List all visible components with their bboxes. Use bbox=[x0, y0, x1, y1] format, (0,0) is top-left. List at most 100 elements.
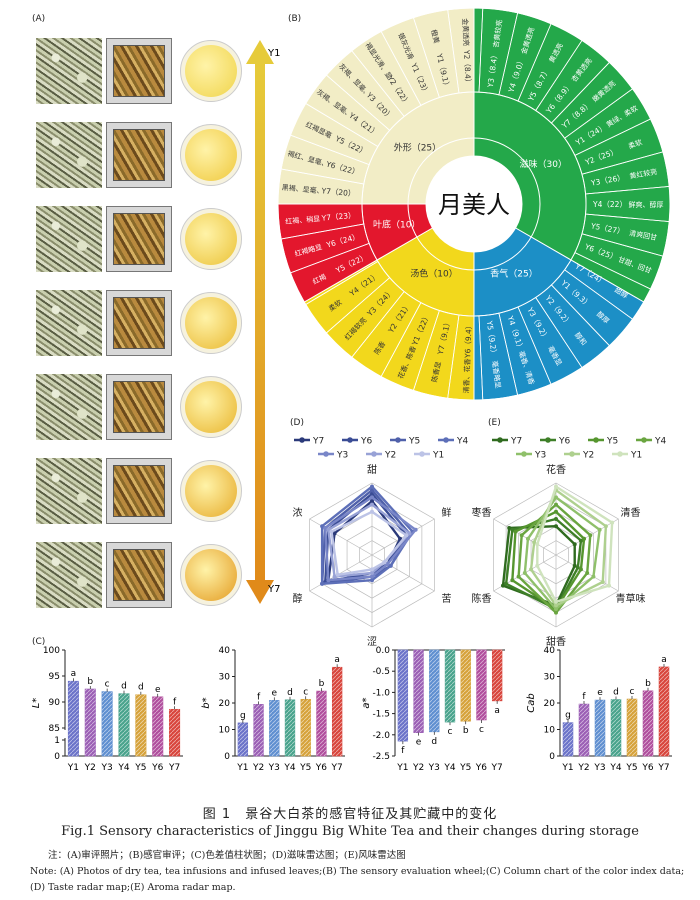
bar-chart-tick-label: 0 bbox=[54, 752, 60, 762]
aroma-radar-data-point bbox=[572, 542, 577, 547]
taste-radar-data-point bbox=[370, 495, 374, 500]
arrow-bottom-label: Y7 bbox=[267, 584, 280, 595]
taste-radar-data-point bbox=[320, 524, 325, 529]
aroma-radar-data-point bbox=[554, 610, 558, 615]
bar-hatch bbox=[85, 689, 96, 756]
dry-tea-photo bbox=[36, 206, 102, 272]
panel-label-c: (C) bbox=[32, 637, 46, 647]
figure-note-en-2: (D) Taste radar map;(E) Aroma radar map. bbox=[30, 882, 236, 893]
wheel-score-label: Y4（22） bbox=[592, 200, 627, 209]
aroma-radar-data-point bbox=[610, 520, 615, 525]
taste-radar-legend-marker bbox=[323, 451, 329, 457]
taste-radar-axis-label: 醇 bbox=[293, 592, 303, 605]
bar-hatch bbox=[659, 666, 669, 756]
bar-category-label: Y4 bbox=[609, 763, 621, 773]
bar-hatch bbox=[563, 722, 573, 756]
aroma-radar-data-point bbox=[554, 524, 558, 529]
aroma-radar-data-point bbox=[525, 536, 530, 541]
wheel-descriptor-label: 黑褐、显毫、 bbox=[281, 183, 324, 196]
storage-arrow: Y1 Y7 bbox=[246, 40, 280, 604]
bar-chart-tick-label: -1.5 bbox=[372, 710, 390, 720]
tea-infusion-cup bbox=[180, 544, 242, 606]
aroma-radar-data-point bbox=[535, 563, 540, 568]
bar-category-label: Y5 bbox=[625, 763, 637, 773]
bar-category-label: Y1 bbox=[67, 763, 79, 773]
aroma-radar-legend-label: Y7 bbox=[510, 437, 522, 447]
tea-infusion-liquid bbox=[185, 213, 237, 265]
taste-radar-legend-marker bbox=[443, 437, 449, 443]
arrow-top-label: Y1 bbox=[267, 48, 280, 59]
aroma-radar-legend-marker bbox=[521, 451, 527, 457]
bar-chart-ylabel: L* bbox=[31, 698, 42, 709]
bar-category-label: Y7 bbox=[657, 763, 669, 773]
bar-category-label: Y5 bbox=[134, 763, 146, 773]
aroma-radar-data-point bbox=[585, 571, 590, 575]
aroma-radar-data-point bbox=[554, 484, 558, 489]
bar-significance-letter: a bbox=[334, 655, 340, 665]
taste-radar-legend-label: Y3 bbox=[336, 451, 348, 461]
bar-category-label: Y4 bbox=[443, 763, 455, 773]
aroma-radar-data-point bbox=[554, 603, 558, 608]
taste-radar-legend-label: Y2 bbox=[384, 451, 396, 461]
panel-label-b: (B) bbox=[288, 14, 302, 24]
taste-radar-legend-marker bbox=[299, 437, 305, 443]
bar-hatch bbox=[611, 699, 621, 756]
infused-leaf-photo bbox=[106, 542, 172, 608]
wheel-descriptor-label: 毫香略显 bbox=[490, 360, 503, 389]
infused-leaf-photo bbox=[106, 290, 172, 356]
bar-chart-tick-label: 20 bbox=[544, 699, 556, 709]
dry-tea-photo bbox=[36, 374, 102, 440]
panel-label-a: (A) bbox=[32, 14, 46, 24]
bar-hatch bbox=[460, 650, 471, 722]
aroma-radar-legend-label: Y6 bbox=[558, 437, 570, 447]
taste-radar-legend-label: Y4 bbox=[456, 437, 468, 447]
wheel-ring bbox=[407, 137, 541, 271]
bar-category-label: Y6 bbox=[315, 763, 327, 773]
wheel-descriptor-label: 红褐、稍显 bbox=[285, 214, 321, 226]
aroma-radar-data-point bbox=[513, 529, 518, 534]
taste-radar-data-point bbox=[404, 533, 409, 538]
bar-category-label: Y5 bbox=[459, 763, 471, 773]
bar-chart-tick-label: 40 bbox=[219, 646, 231, 656]
bar-significance-letter: d bbox=[287, 688, 293, 698]
bar-category-label: Y7 bbox=[331, 763, 343, 773]
aroma-radar-data-point bbox=[591, 574, 596, 579]
aroma-radar-data-point bbox=[519, 533, 524, 538]
taste-radar-legend-marker bbox=[395, 437, 401, 443]
dry-tea-photo bbox=[36, 38, 102, 104]
bar-hatch bbox=[429, 650, 440, 732]
bar-hatch bbox=[135, 694, 147, 756]
taste-radar-data-point bbox=[370, 484, 374, 489]
taste-radar-axis-label: 浓 bbox=[293, 507, 303, 519]
taste-radar-axis-label: 甜 bbox=[367, 463, 377, 476]
taste-radar-data-point bbox=[370, 571, 374, 575]
aroma-radar-axis-label: 青草味 bbox=[615, 592, 645, 605]
bar-hatch bbox=[169, 709, 180, 756]
bar-category-label: Y5 bbox=[299, 763, 311, 773]
taste-radar-data-point bbox=[326, 527, 331, 532]
bar-category-label: Y2 bbox=[252, 763, 264, 773]
bar-hatch bbox=[68, 681, 79, 756]
bar-chart-tick-label: -1.0 bbox=[372, 688, 390, 698]
taste-radar-legend-label: Y1 bbox=[432, 451, 444, 461]
bar-category-label: Y6 bbox=[151, 763, 163, 773]
taste-radar-data-point bbox=[385, 562, 390, 566]
bar-significance-letter: f bbox=[582, 692, 586, 702]
bar-significance-letter: e bbox=[416, 738, 422, 748]
tea-infusion-cup bbox=[180, 40, 242, 102]
aroma-radar-data-point bbox=[600, 580, 605, 584]
wheel-category-label: 香气（25） bbox=[490, 267, 537, 279]
bar-category-label: Y3 bbox=[101, 763, 113, 773]
aroma-radar-legend-label: Y3 bbox=[534, 451, 546, 461]
wheel-category-label: 汤色（10） bbox=[410, 267, 457, 279]
bar-chart-tick-label: -2.0 bbox=[372, 731, 390, 741]
aroma-radar-data-point bbox=[554, 599, 558, 604]
bar-hatch bbox=[253, 704, 264, 756]
infused-leaf-photo bbox=[106, 206, 172, 272]
bar-chart-tick-label: 30 bbox=[544, 673, 556, 683]
wheel-descriptor-label: 鲜爽、醇厚 bbox=[629, 200, 664, 209]
bar-significance-letter: b bbox=[87, 677, 93, 687]
infused-leaf-image bbox=[113, 45, 165, 97]
bar-hatch bbox=[152, 696, 163, 756]
bar-category-label: Y4 bbox=[117, 763, 129, 773]
